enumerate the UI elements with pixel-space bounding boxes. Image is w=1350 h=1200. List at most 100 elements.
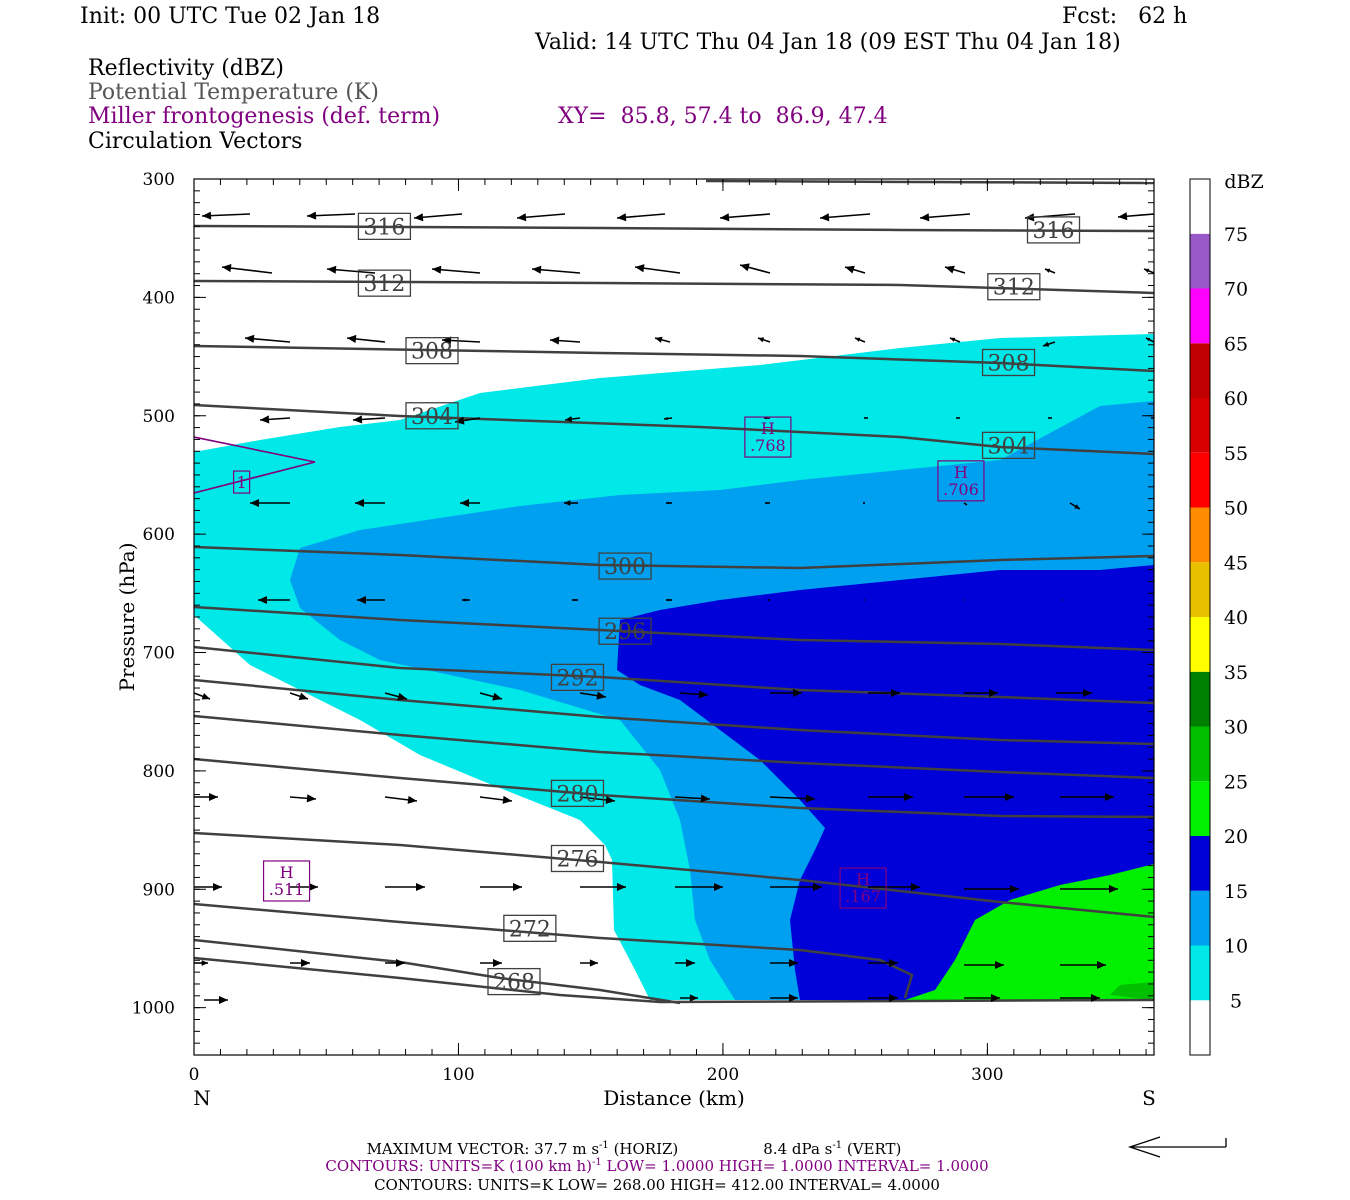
circulation-vector-head — [327, 265, 337, 274]
colorbar-bin — [1190, 343, 1210, 398]
circulation-vector-head — [789, 958, 798, 968]
circulation-vector-head — [605, 795, 615, 805]
x-tick-label: 0 — [189, 1065, 200, 1085]
theta-contour — [194, 279, 1154, 295]
circulation-vector-head — [698, 690, 708, 699]
colorbar-bin — [1190, 288, 1210, 344]
theta-contour-label: 316 — [1033, 219, 1075, 244]
colorbar-bin — [1190, 617, 1210, 672]
colorbar-level-label: 35 — [1224, 662, 1248, 684]
circulation-vector-head — [564, 500, 571, 506]
circulation-vector-head — [617, 882, 626, 892]
refl-20-region — [905, 864, 1154, 1000]
circulation-vector-head — [517, 213, 527, 222]
theta-label-box — [550, 663, 605, 692]
theta-label-box — [987, 273, 1041, 301]
reference-vector — [1127, 1136, 1227, 1158]
circulation-vector-head — [1109, 884, 1118, 894]
refl-15-region — [617, 565, 1154, 1000]
colorbar-level-label: 5 — [1230, 990, 1242, 1012]
theta-contour-label: 268 — [493, 971, 535, 996]
circulation-vector-head — [1097, 960, 1106, 970]
circulation-vector-head — [219, 995, 228, 1005]
colorbar-level-label: 60 — [1224, 388, 1248, 410]
colorbar-frame — [1189, 178, 1211, 1056]
circulation-vector-head — [1010, 884, 1019, 894]
circulation-vector-head — [589, 959, 598, 967]
circulation-vector-head — [222, 264, 232, 273]
theta-contour — [194, 344, 1154, 373]
colorbar-bin — [1190, 945, 1210, 1001]
colorbar-level-label: 25 — [1224, 771, 1248, 793]
circulation-vector-head — [258, 595, 267, 605]
circulation-vector-head — [700, 794, 710, 803]
theta-label-box — [357, 212, 412, 241]
circulation-vector-head — [492, 692, 502, 701]
legend-potential-temperature: Potential Temperature (K) — [88, 80, 379, 105]
circulation-vector-head — [789, 993, 798, 1003]
south-label: S — [1142, 1086, 1156, 1110]
circulation-vector-head — [347, 334, 357, 343]
colorbar-level-label: 15 — [1224, 881, 1248, 903]
frontogenesis-contours — [194, 436, 316, 494]
colorbar-bin — [1190, 179, 1210, 234]
circulation-vector-head — [995, 960, 1004, 970]
circulation-vector-head — [260, 415, 270, 424]
circulation-vector-head — [565, 416, 573, 423]
frontogenesis-label: H .167 — [845, 870, 881, 906]
cross-section-endpoints: XY= 85.8, 57.4 to 86.9, 47.4 — [558, 104, 888, 129]
frontogenesis-labels: 1 H .768 H .706 H .511 H .167 — [233, 416, 985, 909]
circulation-vector-head — [1091, 993, 1100, 1003]
circulation-vector-head — [1146, 338, 1151, 342]
circulation-vector-head — [513, 882, 522, 892]
y-tick-label: 400 — [143, 288, 175, 308]
circulation-vector-head — [617, 213, 627, 222]
theta-label-box — [550, 779, 605, 808]
circulation-vector-head — [1048, 417, 1050, 419]
circulation-vector-head — [306, 794, 316, 803]
theta-contour-label: 316 — [363, 215, 405, 240]
circulation-vector-head — [635, 264, 645, 273]
colorbar-bin — [1190, 726, 1210, 782]
circulation-vector-head — [355, 498, 364, 508]
circulation-vector-head — [666, 501, 669, 505]
refl-25-region — [1110, 982, 1154, 1000]
circulation-vector-head — [889, 993, 898, 1003]
circulation-vector-head — [432, 265, 442, 274]
circulation-vector-head — [201, 960, 208, 966]
theta-label-box — [503, 914, 557, 942]
circulation-vector-head — [250, 498, 259, 508]
circulation-vector-head — [550, 336, 560, 345]
theta-contour-label: 312 — [363, 272, 405, 297]
theta-label-box — [357, 269, 412, 297]
footer-contours-frontogenesis: CONTOURS: UNITS=K (100 km h)-1 LOW= 1.00… — [325, 1157, 988, 1175]
frontogenesis-label-box — [839, 867, 887, 909]
circulation-vector-head — [460, 498, 469, 508]
frontogenesis-label: H .706 — [943, 463, 979, 499]
circulation-vector-head — [353, 415, 363, 424]
circulation-vector-head — [1118, 212, 1128, 221]
legend-miller-frontogenesis: Miller frontogenesis (def. term) — [88, 104, 441, 129]
colorbar-bin — [1190, 1000, 1210, 1055]
circulation-vector-head — [1043, 341, 1050, 347]
theta-label-box — [981, 431, 1036, 460]
y-tick-label: 500 — [143, 407, 175, 427]
circulation-vector-head — [1105, 792, 1114, 802]
colorbar-level-label: 50 — [1224, 498, 1248, 520]
frontogenesis-label-box — [262, 860, 311, 902]
y-tick-label: 1000 — [132, 999, 175, 1019]
circulation-vectors — [194, 211, 1154, 1005]
theta-label-box — [1026, 216, 1081, 244]
circulation-vector-head — [416, 882, 425, 892]
theta-contour — [194, 714, 1154, 780]
colorbar-title: dBZ — [1224, 171, 1263, 193]
circulation-vector-head — [911, 882, 920, 892]
y-axis-label: Pressure (hPa) — [115, 543, 139, 692]
circulation-vector-head — [596, 691, 606, 700]
colorbar-level-label: 40 — [1224, 607, 1248, 629]
theta-contour-label: 280 — [556, 782, 598, 807]
colorbar: 5 10 15 20 25 30 35 40 45 50 55 60 65 70 75 — [1189, 178, 1248, 1056]
theta-contour-label: 272 — [509, 917, 551, 942]
circulation-vector-head — [991, 993, 1000, 1003]
